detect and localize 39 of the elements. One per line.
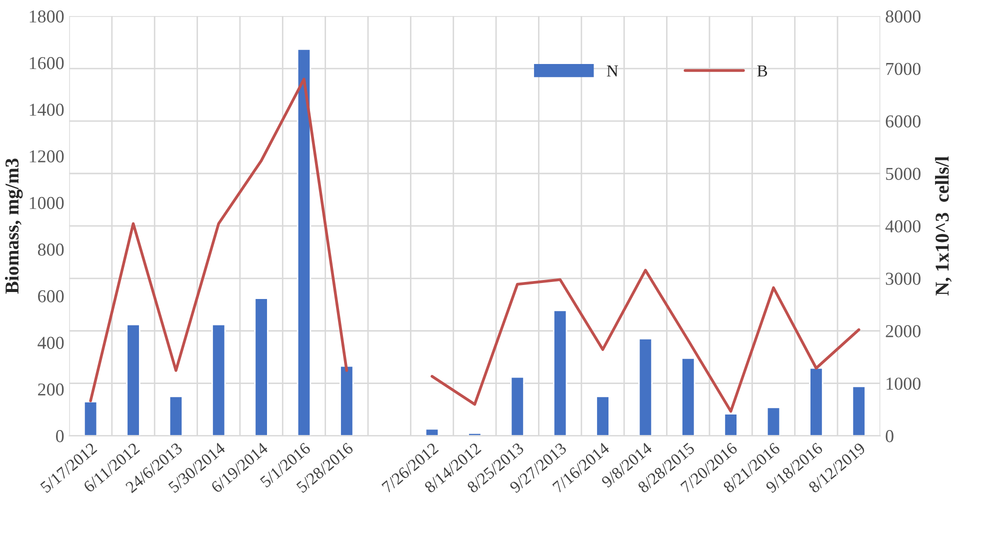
- bar: [168, 396, 184, 436]
- bar: [510, 376, 524, 436]
- y2-tick-label: 4000: [885, 220, 920, 232]
- bar: [638, 338, 653, 436]
- bar: [852, 386, 866, 436]
- y-tick-label: 0: [56, 430, 64, 442]
- y-tick-label: 400: [38, 336, 64, 349]
- y-tick-label: 1400: [30, 104, 64, 116]
- bar: [724, 413, 738, 436]
- y-axis-title: Biomass, mg/m3: [4, 158, 23, 294]
- bar: [809, 367, 824, 436]
- bar: [766, 406, 781, 436]
- bar: [596, 396, 610, 436]
- y2-tick-label: 0: [886, 430, 894, 442]
- y-tick-label: 1800: [30, 10, 64, 23]
- y2-tick-label: 5000: [886, 168, 920, 180]
- y-tick-label: 1200: [30, 150, 64, 162]
- legend-label: N: [606, 65, 618, 76]
- y2-tick-label: 3000: [886, 272, 920, 285]
- y-tick-label: 800: [38, 244, 64, 256]
- y-tick-label: 200: [38, 383, 64, 396]
- y2-tick-label: 1000: [886, 378, 920, 390]
- legend-label: B: [757, 65, 768, 76]
- bar: [212, 324, 226, 436]
- y2-tick-label: 2000: [886, 325, 920, 338]
- y-tick-label: 1600: [30, 57, 64, 70]
- y2-axis-title: N, 1x10^3 cells/l: [935, 156, 952, 296]
- y2-tick-label: 8000: [886, 10, 920, 23]
- bar: [552, 310, 568, 436]
- bar: [681, 357, 696, 436]
- y-tick-label: 600: [38, 290, 64, 302]
- bar: [126, 324, 140, 436]
- bar: [254, 298, 268, 436]
- bar: [340, 365, 354, 436]
- y-tick-label: 1000: [30, 196, 64, 210]
- y2-tick-label: 7000: [886, 62, 920, 76]
- bar: [296, 48, 312, 436]
- y2-tick-label: 6000: [886, 115, 920, 128]
- bar: [83, 400, 98, 436]
